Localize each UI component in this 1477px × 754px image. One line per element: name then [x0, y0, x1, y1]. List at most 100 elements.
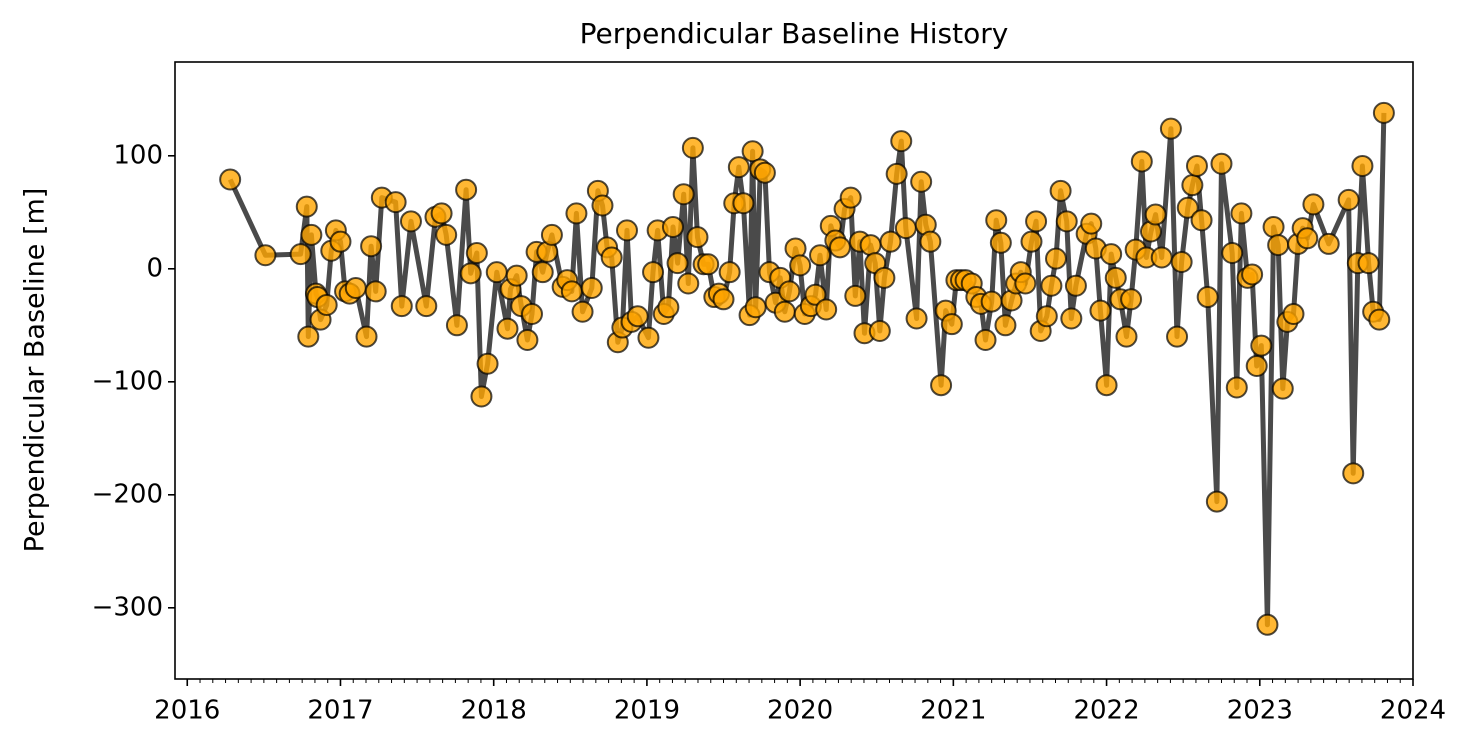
data-point	[580, 277, 603, 300]
data-point	[879, 230, 902, 253]
data-point	[974, 328, 997, 351]
x-tick-label: 2020	[767, 696, 833, 726]
data-point	[254, 244, 277, 267]
data-point	[1170, 251, 1193, 274]
data-point	[615, 219, 638, 242]
data-point	[1210, 152, 1233, 175]
data-point	[789, 254, 812, 277]
data-point	[940, 313, 963, 336]
data-point	[1089, 299, 1112, 322]
series-line	[227, 112, 1387, 628]
data-point	[1262, 215, 1285, 238]
data-point	[930, 374, 953, 397]
data-point	[476, 352, 499, 375]
data-point	[329, 230, 352, 253]
x-tick-label: 2023	[1227, 696, 1293, 726]
x-tick-label: 2016	[154, 696, 220, 726]
data-point	[560, 280, 583, 303]
data-point	[1176, 196, 1199, 219]
data-point	[985, 209, 1008, 232]
data-point	[744, 296, 767, 319]
data-point	[859, 234, 882, 257]
data-point	[415, 295, 438, 318]
data-point	[465, 241, 488, 264]
data-point	[681, 136, 704, 159]
data-point	[1020, 230, 1043, 253]
data-point	[360, 235, 383, 258]
data-point	[732, 192, 755, 215]
data-point	[435, 223, 458, 246]
data-point	[470, 385, 493, 408]
data-point	[712, 288, 735, 311]
plot-area	[219, 101, 1395, 636]
data-point	[642, 261, 665, 284]
data-point	[1055, 210, 1078, 233]
data-point	[1190, 209, 1213, 232]
data-point	[1351, 154, 1374, 177]
data-point	[1064, 274, 1087, 297]
data-point	[809, 244, 832, 267]
x-tick-label: 2022	[1073, 696, 1139, 726]
data-point	[455, 178, 478, 201]
y-axis-label: Perpendicular Baseline [m]	[20, 188, 51, 553]
data-point	[1245, 354, 1268, 377]
y-tick-label: −100	[92, 366, 163, 396]
data-point	[980, 290, 1003, 313]
data-point	[868, 319, 891, 342]
data-point	[355, 325, 378, 348]
data-point	[1095, 374, 1118, 397]
data-point	[1250, 334, 1273, 357]
data-point	[459, 262, 482, 285]
data-point	[1049, 179, 1072, 202]
data-point	[697, 253, 720, 276]
data-point	[672, 183, 695, 206]
data-point	[686, 226, 709, 249]
data-point	[626, 305, 649, 328]
data-point	[485, 261, 508, 284]
data-point	[661, 215, 684, 238]
data-point	[1166, 325, 1189, 348]
chart-title: Perpendicular Baseline History	[580, 17, 1009, 50]
data-point	[1185, 154, 1208, 177]
data-point	[778, 280, 801, 303]
data-point	[430, 202, 453, 225]
data-point	[885, 162, 908, 185]
y-tick-label: −300	[92, 592, 163, 622]
y-tick-label: −200	[92, 479, 163, 509]
data-point	[1130, 150, 1153, 173]
data-point	[1196, 286, 1219, 309]
data-point	[1342, 462, 1365, 485]
data-point	[1150, 246, 1173, 269]
data-point	[297, 325, 320, 348]
data-point	[1100, 243, 1123, 266]
data-point	[666, 252, 689, 275]
data-point	[1302, 193, 1325, 216]
data-point	[1225, 376, 1248, 399]
data-point	[753, 161, 776, 184]
data-point	[657, 296, 680, 319]
data-point	[677, 272, 700, 295]
data-point	[1144, 203, 1167, 226]
data-point	[890, 130, 913, 153]
data-point	[1282, 302, 1305, 325]
data-point	[1296, 227, 1319, 250]
data-point	[1060, 307, 1083, 330]
data-point	[1181, 174, 1204, 197]
data-point	[894, 217, 917, 240]
data-point	[1040, 274, 1063, 297]
data-point	[1014, 272, 1037, 295]
x-tick-label: 2017	[307, 696, 373, 726]
data-point	[540, 223, 563, 246]
data-point	[1230, 202, 1253, 225]
data-point	[637, 326, 660, 349]
data-point	[804, 283, 827, 306]
data-point	[1256, 613, 1279, 636]
plot-frame	[174, 61, 1414, 680]
data-point	[994, 314, 1017, 337]
y-tick-label: 100	[113, 140, 163, 170]
data-point	[839, 186, 862, 209]
data-point	[591, 194, 614, 217]
data-point	[300, 223, 323, 246]
data-point	[496, 317, 519, 340]
